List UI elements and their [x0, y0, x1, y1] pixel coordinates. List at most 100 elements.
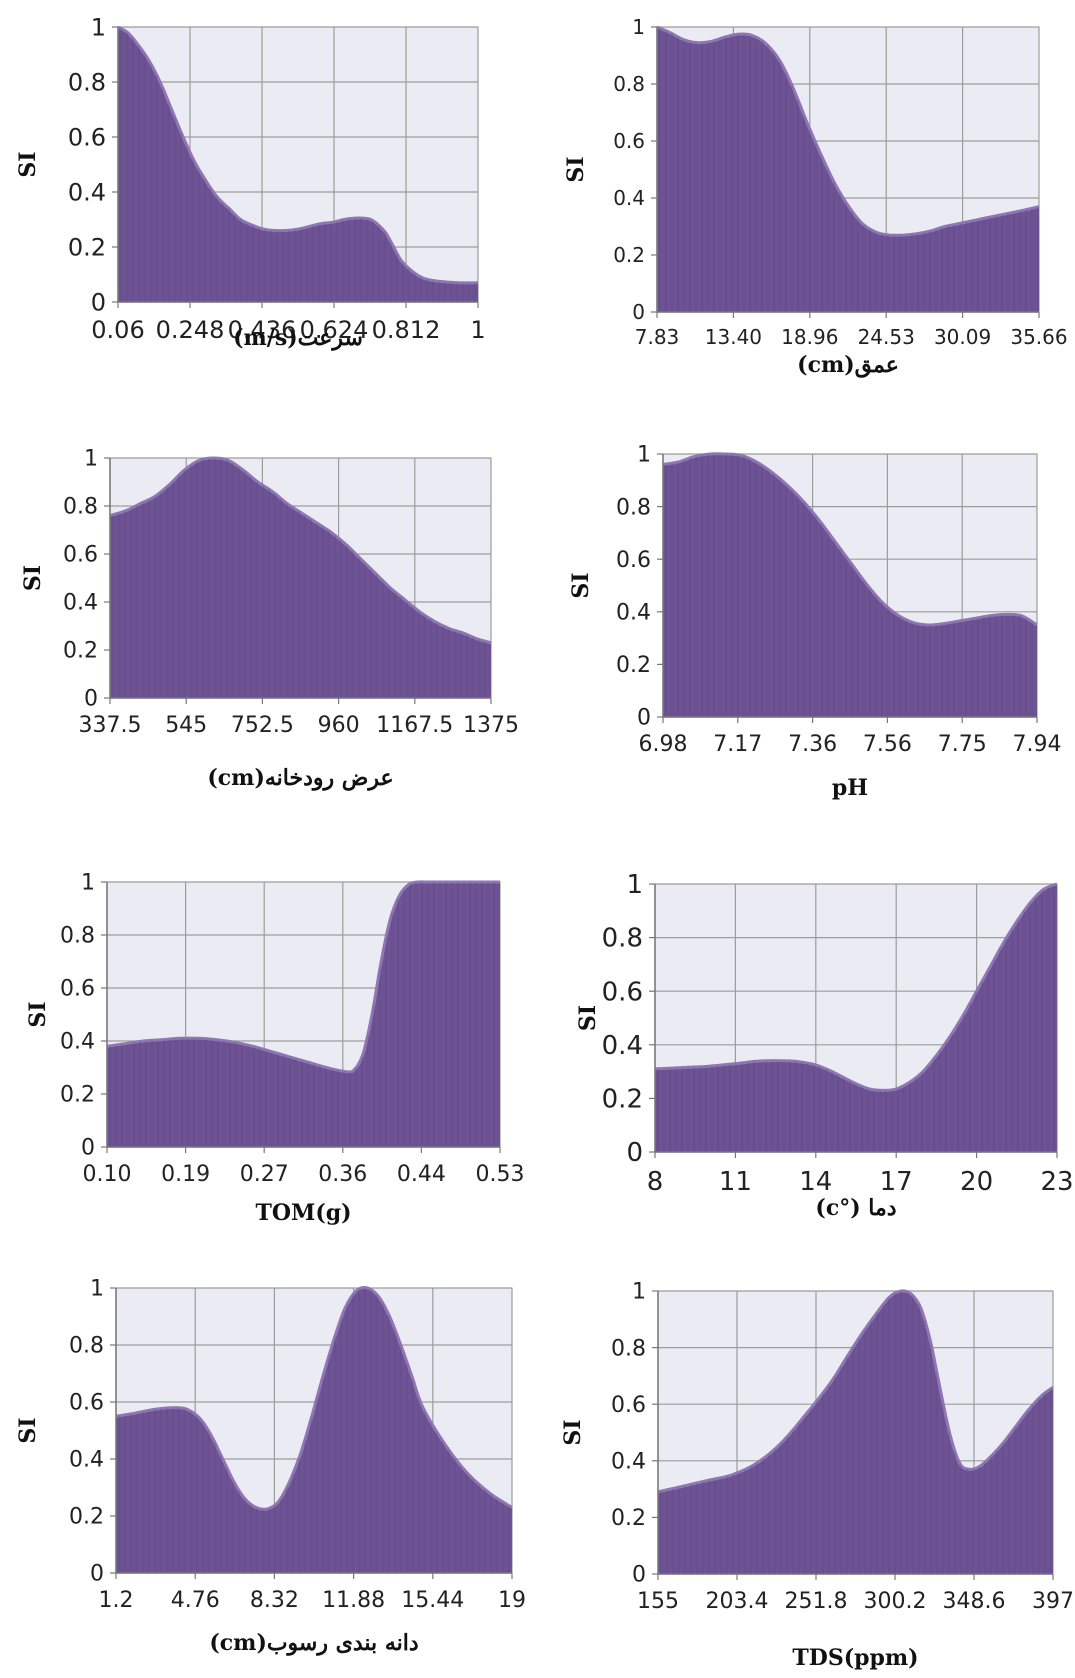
x-tick-label: 0.10: [83, 1162, 132, 1187]
y-tick-label: 0: [81, 1136, 95, 1161]
x-tick-label: 8.32: [250, 1588, 299, 1613]
x-tick-label: 0.06: [91, 316, 144, 344]
x-tick-label: 0.36: [318, 1162, 367, 1187]
area-series: [663, 453, 1037, 717]
x-tick-label: 7.83: [635, 325, 680, 349]
y-tick-label: 0: [632, 1563, 646, 1588]
x-axis-title: سرعت(m/s): [233, 325, 363, 351]
x-tick-label: 35.66: [1010, 325, 1067, 349]
area-series-edge: [109, 456, 492, 645]
chart-5: 0 0.2 0.4 0.6 0.8 1 0.10 0.19 0.27 0.36 0.44 0.53 TO…: [25, 871, 524, 1226]
area-series-edge: [115, 1286, 513, 1511]
y-tick-label: 1: [84, 447, 98, 472]
y-tick-label: 0.6: [68, 123, 106, 151]
x-tick-label: 20: [960, 1167, 993, 1197]
x-tick-label: 17: [880, 1167, 913, 1197]
x-axis-title: TDS(ppm): [792, 1645, 918, 1671]
area-series: [658, 1290, 1053, 1574]
area-series: [657, 27, 1039, 312]
x-tick-label: 7.36: [788, 732, 837, 757]
x-tick-label: 13.40: [705, 325, 762, 349]
chart-7: 0 0.2 0.4 0.6 0.8 1 1.2 4.76 8.32 11.88 15.44 19 دان…: [15, 1277, 526, 1656]
x-tick-label: 24.53: [858, 325, 915, 349]
y-tick-label: 0.6: [613, 129, 645, 153]
y-tick-label: 0.4: [63, 591, 98, 616]
y-tick-label: 0.8: [613, 72, 645, 96]
y-tick-label: 0.4: [602, 1031, 643, 1061]
x-tick-label: 1375: [463, 713, 519, 738]
x-tick-label: 337.5: [79, 713, 142, 738]
x-tick-label: 19: [498, 1588, 526, 1613]
area-series-edge: [654, 882, 1058, 1092]
area-series-edge: [662, 452, 1038, 627]
x-tick-label: 960: [318, 713, 360, 738]
x-tick-label: 7.17: [713, 732, 762, 757]
y-axis-title: SI: [560, 1419, 586, 1445]
y-tick-label: 1: [632, 15, 645, 39]
y-tick-label: 0.6: [63, 543, 98, 568]
x-tick-label: 6.98: [639, 732, 688, 757]
x-tick-label: 7.56: [863, 732, 912, 757]
x-tick-label: 0.44: [397, 1162, 446, 1187]
y-tick-label: 0.2: [69, 1505, 104, 1530]
y-tick-label: 0.4: [613, 186, 645, 210]
x-tick-label: 18.96: [781, 325, 838, 349]
y-axis-title: SI: [568, 572, 594, 598]
x-tick-label: 23: [1040, 1167, 1073, 1197]
y-tick-label: 0.2: [613, 243, 645, 267]
chart-2: 0 0.2 0.4 0.6 0.8 1 7.83 13.40 18.96 24.53 30.09 35…: [563, 15, 1068, 378]
x-axis-title: عرض رودخانه(cm): [207, 765, 393, 791]
y-tick-label: 0.6: [602, 977, 643, 1007]
x-tick-label: 14: [799, 1167, 832, 1197]
y-tick-label: 0.6: [616, 548, 651, 573]
chart-8: 0 0.2 0.4 0.6 0.8 1 155 203.4 251.8 300.2 348.6 397…: [560, 1280, 1074, 1671]
x-tick-label: 0.19: [161, 1162, 210, 1187]
x-axis-title: دانه بندی رسوب(cm): [209, 1630, 418, 1656]
chart-4: 0 0.2 0.4 0.6 0.8 1 6.98 7.17 7.36 7.56 7.75 7.94 pH…: [568, 443, 1061, 801]
x-tick-label: 1: [470, 316, 485, 344]
y-tick-label: 0.4: [616, 601, 651, 626]
y-axis-title: SI: [25, 1001, 51, 1027]
x-tick-label: 11: [719, 1167, 752, 1197]
y-tick-label: 1: [637, 443, 651, 468]
chart-6: 0 0.2 0.4 0.6 0.8 1 8 11 14 17 20 23 دما (°c) SI: [575, 870, 1074, 1221]
area-series-edge: [117, 25, 479, 285]
x-tick-label: 15.44: [401, 1588, 464, 1613]
y-tick-label: 0: [90, 1562, 104, 1587]
y-tick-label: 0.8: [60, 924, 95, 949]
y-tick-label: 0.8: [69, 1334, 104, 1359]
y-tick-label: 1: [91, 13, 106, 41]
y-axis-title: SI: [20, 565, 46, 591]
x-tick-label: 4.76: [171, 1588, 220, 1613]
y-tick-label: 0.6: [60, 977, 95, 1002]
y-tick-label: 1: [632, 1280, 646, 1305]
y-tick-label: 0.2: [60, 1083, 95, 1108]
chart-1: 0 0.2 0.4 0.6 0.8 1 0.06 0.248 0.436 0.624 0.812 1 س…: [15, 13, 486, 351]
area-series: [116, 1287, 512, 1573]
x-tick-label: 8: [647, 1167, 664, 1197]
x-tick-label: 0.812: [372, 316, 441, 344]
y-axis-title: SI: [575, 1005, 601, 1031]
x-tick-label: 11.88: [322, 1588, 385, 1613]
x-tick-label: 203.4: [706, 1589, 769, 1614]
y-tick-label: 1: [81, 871, 95, 896]
x-tick-label: 7.94: [1013, 732, 1062, 757]
x-tick-label: 300.2: [864, 1589, 927, 1614]
y-tick-label: 0.2: [63, 639, 98, 664]
y-tick-label: 1: [626, 870, 643, 900]
y-tick-label: 0.8: [611, 1336, 646, 1361]
x-tick-label: 348.6: [943, 1589, 1006, 1614]
x-axis-title: دما (°c): [815, 1195, 896, 1221]
x-tick-label: 0.53: [476, 1162, 525, 1187]
y-tick-label: 1: [90, 1277, 104, 1302]
y-tick-label: 0.2: [611, 1506, 646, 1531]
area-series: [110, 458, 491, 698]
x-tick-label: 155: [637, 1589, 679, 1614]
y-axis-title: SI: [15, 151, 41, 177]
y-tick-label: 0.4: [60, 1030, 95, 1055]
y-axis-title: SI: [15, 1417, 41, 1443]
x-tick-label: 0.436: [228, 316, 297, 344]
y-tick-label: 0.2: [602, 1085, 643, 1115]
y-tick-label: 0: [632, 300, 645, 324]
x-axis-title: pH: [832, 775, 868, 801]
